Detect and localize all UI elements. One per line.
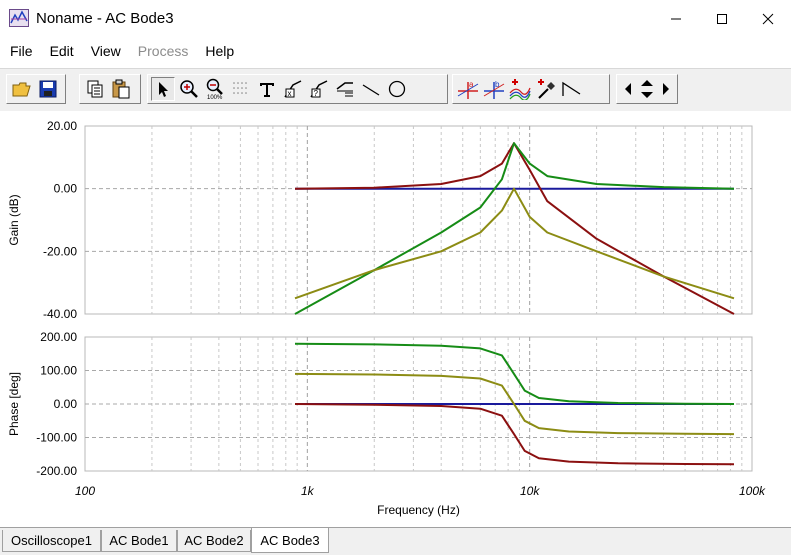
- label-c-icon: [336, 82, 353, 97]
- add-marker-button[interactable]: [534, 77, 558, 101]
- zoom-100-button[interactable]: 100%: [203, 77, 227, 101]
- circle-button[interactable]: [385, 77, 409, 101]
- y-tick-label: 200.00: [40, 330, 77, 344]
- label-a-icon: x: [284, 80, 302, 98]
- slope-button[interactable]: [560, 77, 584, 101]
- menu-bar: File Edit View Process Help: [0, 38, 791, 64]
- y-tick-label: -40.00: [43, 307, 77, 321]
- svg-text:b: b: [495, 80, 500, 89]
- line-button[interactable]: [359, 77, 383, 101]
- y-tick-label: -20.00: [43, 244, 77, 258]
- copy-button[interactable]: [83, 77, 107, 101]
- menu-help[interactable]: Help: [205, 43, 235, 59]
- tab-ac-bode2[interactable]: AC Bode2: [177, 530, 251, 552]
- y-tick-label: 0.00: [54, 182, 78, 196]
- tab-bar: Oscilloscope1 AC Bode1 AC Bode2 AC Bode3: [0, 527, 791, 555]
- maximize-button[interactable]: [699, 0, 745, 38]
- series-line: [294, 142, 735, 315]
- app-icon: [9, 9, 29, 27]
- slope-icon: [562, 81, 581, 96]
- maximize-icon: [717, 14, 727, 24]
- minimize-button[interactable]: [653, 0, 699, 38]
- paste-icon: [112, 79, 130, 99]
- x-axis-label: Frequency (Hz): [377, 503, 460, 517]
- tab-ac-bode1[interactable]: AC Bode1: [101, 530, 177, 552]
- x-tick-label: 1k: [301, 484, 315, 498]
- label-b-button[interactable]: ?: [307, 77, 331, 101]
- zoom-100-icon: 100%: [206, 78, 223, 100]
- menu-view[interactable]: View: [90, 43, 121, 59]
- y-axis-label: Phase [deg]: [7, 372, 21, 436]
- add-curve-icon: [509, 79, 531, 100]
- svg-text:100%: 100%: [207, 95, 223, 100]
- scroll-right-button[interactable]: [658, 77, 674, 101]
- label-a-button[interactable]: x: [281, 77, 305, 101]
- scroll-updown-button[interactable]: [638, 77, 656, 101]
- cursor-b-button[interactable]: b: [482, 77, 506, 101]
- copy-icon: [87, 80, 103, 98]
- grid-button[interactable]: [229, 77, 253, 101]
- save-icon: [39, 80, 57, 98]
- x-tick-label: 10k: [520, 484, 540, 498]
- y-tick-label: 20.00: [47, 119, 77, 133]
- pointer-button[interactable]: [151, 77, 175, 101]
- label-b-icon: ?: [310, 80, 328, 98]
- x-tick-label: 100: [75, 484, 95, 498]
- open-icon: [12, 82, 31, 97]
- minimize-icon: [671, 18, 681, 20]
- y-axis-label: Gain (dB): [7, 194, 21, 245]
- scroll-left-button[interactable]: [620, 77, 636, 101]
- toolbar-group-cursors: a b: [452, 74, 610, 104]
- cursor-a-icon: a: [457, 80, 479, 99]
- line-icon: [362, 84, 380, 96]
- x-tick-label: 100k: [739, 484, 766, 498]
- y-tick-label: -200.00: [36, 464, 77, 478]
- zoom-in-icon: [180, 80, 198, 98]
- save-button[interactable]: [36, 77, 60, 101]
- y-tick-label: -100.00: [36, 431, 77, 445]
- zoom-in-button[interactable]: [177, 77, 201, 101]
- svg-text:a: a: [469, 80, 474, 89]
- tab-oscilloscope1[interactable]: Oscilloscope1: [2, 530, 101, 552]
- toolbar: 100% x ? a b: [0, 68, 791, 112]
- text-icon: [260, 83, 274, 97]
- menu-file[interactable]: File: [10, 43, 33, 59]
- label-c-button[interactable]: [333, 77, 357, 101]
- plot-area[interactable]: 20.00 0.00 -20.00 -40.00 Gain (dB) 200.00 100.…: [0, 111, 791, 526]
- paste-button[interactable]: [109, 77, 133, 101]
- toolbar-group-scroll: [616, 74, 678, 104]
- open-button[interactable]: [10, 77, 34, 101]
- title-bar: Noname - AC Bode3: [0, 0, 791, 38]
- add-marker-icon: [538, 79, 555, 99]
- series-line: [294, 403, 735, 466]
- menu-edit[interactable]: Edit: [49, 43, 74, 59]
- scroll-left-icon: [625, 83, 631, 95]
- menu-process: Process: [137, 43, 189, 59]
- cursor-b-icon: b: [483, 80, 505, 99]
- scroll-right-icon: [663, 83, 669, 95]
- tab-ac-bode3[interactable]: AC Bode3: [251, 528, 329, 553]
- grid-icon: [233, 82, 247, 94]
- pointer-icon: [159, 82, 168, 97]
- bode-plot-svg[interactable]: 20.00 0.00 -20.00 -40.00 Gain (dB) 200.00 100.…: [0, 111, 791, 526]
- series-line: [294, 342, 735, 405]
- text-button[interactable]: [255, 77, 279, 101]
- series-line: [294, 372, 735, 436]
- close-button[interactable]: [745, 0, 791, 38]
- scroll-updown-icon: [641, 80, 653, 98]
- y-tick-label: 100.00: [40, 364, 77, 378]
- window-title: Noname - AC Bode3: [36, 10, 174, 27]
- cursor-a-button[interactable]: a: [456, 77, 480, 101]
- svg-text:?: ?: [314, 89, 319, 98]
- circle-icon: [388, 80, 406, 98]
- close-icon: [762, 13, 774, 25]
- svg-text:x: x: [288, 89, 292, 98]
- toolbar-group-file: [6, 74, 66, 104]
- toolbar-group-draw: 100% x ?: [147, 74, 448, 104]
- toolbar-group-clipboard: [79, 74, 141, 104]
- plot-frame: [84, 125, 753, 315]
- add-curve-button[interactable]: [508, 77, 532, 101]
- series-line: [294, 187, 735, 300]
- y-tick-label: 0.00: [54, 397, 78, 411]
